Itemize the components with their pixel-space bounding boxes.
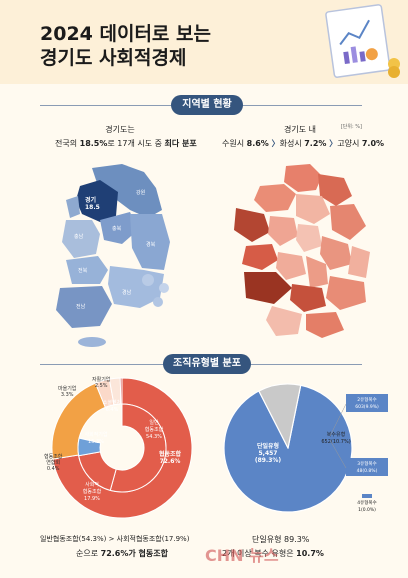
footer-left-line1: 일반협동조합(54.3%) > 사회적협동조합(17.9%)	[40, 535, 190, 543]
map-label-chungbuk: 충북	[112, 225, 122, 232]
gyeonggi-map	[234, 164, 370, 338]
region-chungnam	[62, 220, 100, 258]
region-incheon	[66, 196, 80, 218]
report-illustration-icon	[325, 4, 400, 78]
unit-note: [단위: %]	[340, 124, 362, 130]
map-label-gyeongbuk: 경북	[146, 241, 156, 248]
legend-three-box	[346, 458, 388, 476]
footer-left-line2: 순으로 72.6%가 협동조합	[76, 549, 168, 558]
region-jeonnam	[56, 286, 112, 328]
watermark: CHN 뉴스	[205, 546, 279, 565]
section-label-region: 지역별 현황	[171, 95, 243, 115]
region-jeonbuk	[66, 256, 108, 284]
callout-village: 마을기업 3.3%	[58, 386, 77, 398]
donut-label-venture: 소셜벤처 6.4%	[103, 399, 121, 413]
region-jeju	[78, 337, 106, 347]
legend-four-box	[362, 494, 372, 498]
legend-two-box	[346, 394, 388, 412]
korea-map: 경기 18.5 강원 충북 충남 전북 전남 경북 경남	[56, 164, 170, 347]
donut-label-social-ent: 사회적기업 15.3%	[84, 431, 107, 445]
region-daegu	[142, 274, 154, 286]
region-gyeongbuk	[130, 214, 170, 270]
title-line-2: 경기도 사회적경제	[40, 47, 187, 69]
donut-label-coop: 협동조합 72.6%	[159, 450, 182, 465]
pie-label-multi: 복수유형 652(10.7%)	[321, 431, 350, 445]
region-chungbuk	[100, 212, 138, 244]
donut-inner-slice	[77, 437, 102, 457]
region-gyeonggi	[76, 180, 118, 222]
page-title: 2024 데이터로 보는 경기도 사회적경제	[40, 22, 211, 70]
title-line-1: 2024 데이터로 보는	[40, 23, 211, 45]
left-stat: 전국의 18.5%로 17개 시도 중 최다 분포	[55, 139, 197, 148]
right-subtitle: 경기도 내	[284, 125, 316, 134]
region-ulsan	[159, 283, 169, 293]
callout-federation: 협동조합 연합회 0.4%	[44, 454, 63, 472]
pie-label-single: 단일유형 5,457 (89.3%)	[255, 442, 282, 464]
map-label-jeonnam: 전남	[76, 303, 86, 310]
region-busan	[153, 297, 163, 307]
donut-chart: 협동조합 72.6% 일반 협동조합 54.3% 사회적 협동조합 17.9% 사회적기업 15.…	[51, 377, 193, 519]
donut-label-general: 일반 협동조합 54.3%	[145, 419, 164, 440]
region-gangwon	[92, 164, 162, 218]
donut-label-social-coop: 사회적 협동조합 17.9%	[83, 481, 102, 502]
org-type-charts: 협동조합 72.6% 일반 협동조합 54.3% 사회적 협동조합 17.9% 사회적기업 15.…	[51, 377, 388, 519]
footer-right-line1: 단일유형 89.3%	[252, 535, 310, 544]
left-subtitle: 경기도는	[105, 125, 135, 134]
pie-slice	[258, 383, 302, 449]
section-label-org-type: 조직유형별 분포	[163, 354, 251, 374]
donut-inner-slice	[109, 403, 167, 493]
map-label-gyeonggi: 경기 18.5	[85, 196, 100, 211]
map-label-gangwon: 강원	[136, 189, 146, 196]
legend-four: 4유형복수 1(0.0%)	[357, 499, 376, 513]
map-label-jeonbuk: 전북	[78, 267, 88, 274]
map-label-gyeongnam: 경남	[122, 289, 132, 296]
map-label-chungnam: 충남	[74, 233, 84, 240]
type-pie-chart: 단일유형 5,457 (89.3%) 복수유형 652(10.7%) 2유형복수 603(9…	[223, 383, 388, 513]
right-stat: 수원시 8.6% 〉화성시 7.2% 〉고양시 7.0%	[222, 139, 385, 148]
footer-right-line2: 2개 이상 복수 유형은 10.7%	[222, 549, 324, 558]
callout-selfsup: 자활기업 2.5%	[92, 377, 111, 389]
legend-three: 3유형복수 48(0.8%)	[357, 460, 378, 474]
legend-two: 2유형복수 603(9.9%)	[355, 396, 379, 410]
